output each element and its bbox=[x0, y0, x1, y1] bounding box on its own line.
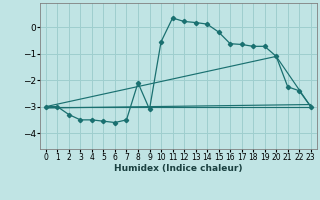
X-axis label: Humidex (Indice chaleur): Humidex (Indice chaleur) bbox=[114, 164, 243, 173]
